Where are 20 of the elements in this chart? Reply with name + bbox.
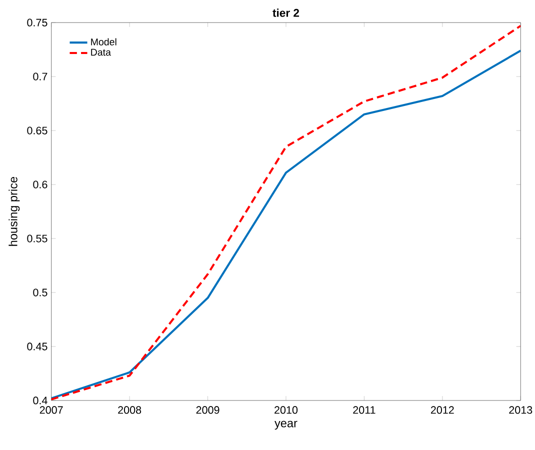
x-axis-title: year — [274, 420, 298, 430]
x-tick-label: 2008 — [118, 406, 142, 414]
x-tick-label: 2011 — [353, 406, 376, 414]
x-tick-label: 2012 — [430, 406, 454, 414]
legend-label: Data — [91, 49, 111, 56]
x-tick-label: 2009 — [196, 406, 220, 414]
y-axis-title: housing price — [8, 177, 20, 246]
chart-title: tier 2 — [272, 8, 300, 18]
legend-label: Model — [91, 38, 116, 46]
y-tick-label: 0.65 — [27, 126, 48, 134]
y-tick-label: 0.45 — [27, 342, 48, 350]
x-tick-label: 2010 — [274, 406, 298, 414]
y-tick-label: 0.75 — [27, 18, 48, 27]
y-tick-label: 0.55 — [27, 234, 48, 242]
y-tick-label: 0.6 — [33, 180, 48, 188]
x-tick-label: 2007 — [40, 406, 63, 414]
y-tick-label: 0.4 — [33, 396, 48, 404]
x-tick-label: 2013 — [509, 406, 532, 414]
y-tick-label: 0.7 — [33, 72, 48, 81]
y-tick-label: 0.5 — [33, 288, 48, 296]
